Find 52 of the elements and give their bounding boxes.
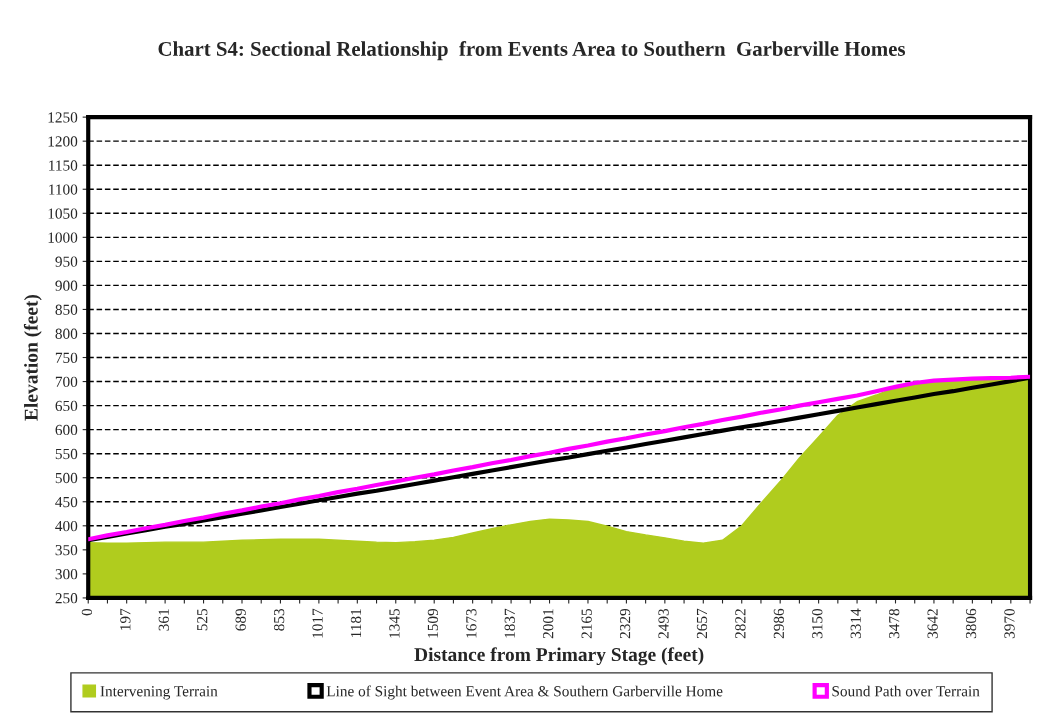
- y-tick-label: 1150: [49, 160, 78, 171]
- x-tick-label: 689: [235, 608, 246, 631]
- x-tick-label: 853: [273, 608, 285, 631]
- legend-label: Sound Path over Terrain: [832, 685, 980, 697]
- x-tick-label: 1673: [466, 608, 477, 638]
- x-tick-label: 1017: [312, 608, 323, 638]
- y-tick-label: 1000: [48, 232, 78, 243]
- x-tick-label: 0: [81, 608, 93, 616]
- x-tick-label: 525: [197, 608, 208, 631]
- x-tick-label: 197: [120, 608, 131, 630]
- y-tick-label: 1100: [49, 184, 78, 195]
- x-tick-label: 2657: [696, 608, 708, 639]
- x-tick-label: 2001: [543, 609, 554, 639]
- chart-title: Chart S4: Sectional Relationship from Events Area to Southern Garberville Homes: [158, 41, 906, 61]
- legend-label: Line of Sight between Event Area & Southern Garberville Home: [326, 685, 723, 700]
- y-tick-label: 550: [55, 448, 78, 460]
- legend-label: Intervening Terrain: [100, 686, 218, 700]
- x-tick-label: 1181: [350, 609, 362, 637]
- y-tick-label: 850: [55, 304, 78, 315]
- x-tick-label: 2165: [581, 608, 592, 639]
- y-tick-label: 750: [55, 352, 78, 363]
- y-axis-title: Elevation (feet): [23, 294, 42, 421]
- x-tick-label: 1345: [389, 608, 400, 638]
- y-tick-label: 700: [55, 376, 78, 388]
- y-tick-label: 800: [55, 328, 78, 339]
- y-tick-label: 1050: [48, 208, 78, 219]
- y-tick-label: 600: [55, 424, 78, 436]
- x-tick-label: 1837: [504, 608, 515, 638]
- y-tick-label: 900: [55, 280, 78, 291]
- y-tick-label: 250: [55, 593, 78, 604]
- y-tick-label: 500: [55, 472, 78, 484]
- x-tick-label: 1509: [427, 608, 439, 638]
- y-tick-label: 650: [55, 400, 78, 412]
- x-tick-label: 3314: [850, 608, 861, 639]
- x-tick-label: 3478: [889, 608, 900, 639]
- x-tick-label: 2493: [658, 608, 669, 639]
- y-tick-label: 950: [55, 256, 78, 267]
- x-axis-title: Distance from Primary Stage (feet): [414, 647, 704, 666]
- y-tick-label: 400: [55, 520, 78, 532]
- y-tick-label: 450: [55, 496, 78, 508]
- x-tick-label: 361: [158, 609, 169, 631]
- y-tick-label: 1250: [48, 112, 78, 123]
- y-tick-label: 300: [55, 569, 78, 580]
- x-tick-label: 3642: [927, 609, 938, 639]
- x-tick-label: 2329: [619, 608, 631, 639]
- x-tick-label: 2986: [773, 608, 784, 639]
- x-tick-label: 3970: [1004, 608, 1015, 639]
- x-tick-label: 2822: [735, 609, 746, 639]
- x-tick-label: 3150: [812, 608, 823, 639]
- x-tick-label: 3806: [965, 608, 977, 639]
- y-tick-label: 350: [55, 544, 78, 556]
- y-tick-label: 1200: [48, 136, 78, 147]
